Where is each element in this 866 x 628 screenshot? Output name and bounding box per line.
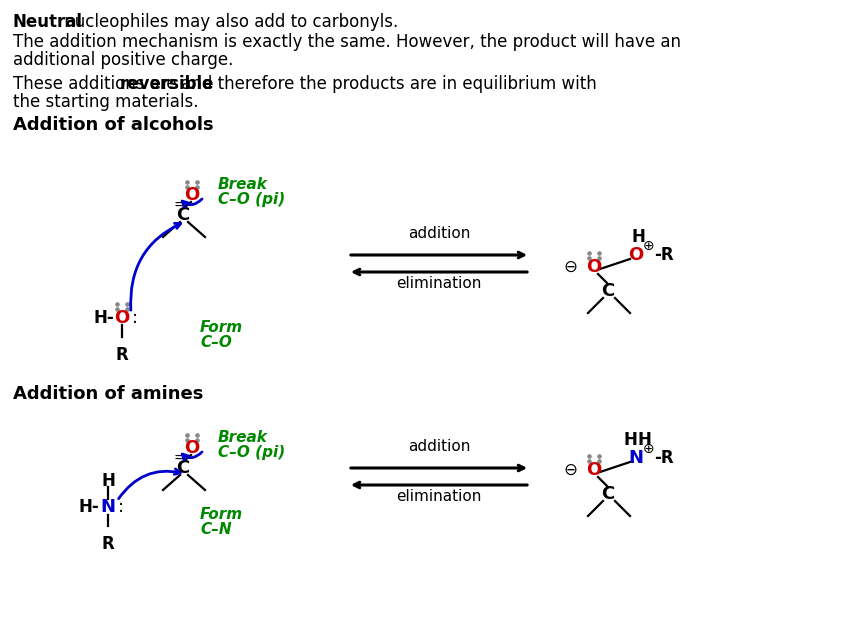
Text: :: : [118, 498, 124, 516]
Text: C–O (pi): C–O (pi) [218, 445, 285, 460]
Text: H-: H- [78, 498, 99, 516]
Text: Form: Form [200, 507, 243, 522]
Text: H: H [637, 431, 651, 449]
Text: O: O [114, 309, 130, 327]
Text: N: N [629, 449, 643, 467]
Text: Addition of alcohols: Addition of alcohols [13, 116, 214, 134]
Text: additional positive charge.: additional positive charge. [13, 51, 233, 69]
Text: elimination: elimination [397, 489, 481, 504]
Text: O: O [629, 246, 643, 264]
Text: Addition of amines: Addition of amines [13, 385, 204, 403]
Text: H-: H- [94, 309, 114, 327]
Text: C: C [177, 459, 190, 477]
Text: and therefore the products are in equilibrium with: and therefore the products are in equili… [176, 75, 597, 93]
Text: N: N [100, 498, 115, 516]
Text: R: R [101, 535, 114, 553]
Text: R: R [116, 346, 128, 364]
Text: O: O [184, 186, 200, 204]
Text: addition: addition [408, 439, 470, 454]
Text: ⊖: ⊖ [563, 461, 577, 479]
Text: O: O [586, 461, 602, 479]
Text: ⊖: ⊖ [563, 258, 577, 276]
Text: reversible: reversible [120, 75, 215, 93]
Text: nucleophiles may also add to carbonyls.: nucleophiles may also add to carbonyls. [59, 13, 398, 31]
Text: The addition mechanism is exactly the same. However, the product will have an: The addition mechanism is exactly the sa… [13, 33, 681, 51]
Text: Break: Break [218, 177, 268, 192]
Text: H: H [623, 431, 637, 449]
Text: C: C [601, 485, 615, 503]
Text: These additions are: These additions are [13, 75, 182, 93]
Text: C: C [601, 282, 615, 300]
Text: O: O [586, 258, 602, 276]
Text: ⊕: ⊕ [643, 239, 655, 253]
Text: elimination: elimination [397, 276, 481, 291]
Text: -R: -R [654, 449, 674, 467]
Text: O: O [184, 439, 200, 457]
Text: C: C [177, 206, 190, 224]
Text: C–N: C–N [200, 522, 231, 537]
Text: C–O (pi): C–O (pi) [218, 192, 285, 207]
Text: the starting materials.: the starting materials. [13, 93, 198, 111]
Text: -R: -R [654, 246, 674, 264]
Text: addition: addition [408, 226, 470, 241]
Text: Form: Form [200, 320, 243, 335]
Text: C–O: C–O [200, 335, 232, 350]
Text: ⊕: ⊕ [643, 442, 655, 456]
Text: Break: Break [218, 430, 268, 445]
Text: =: = [173, 452, 184, 466]
Text: Neutral: Neutral [13, 13, 83, 31]
Text: :: : [132, 309, 138, 327]
Text: H: H [101, 472, 115, 490]
Text: =: = [173, 199, 184, 213]
Text: H: H [631, 228, 645, 246]
